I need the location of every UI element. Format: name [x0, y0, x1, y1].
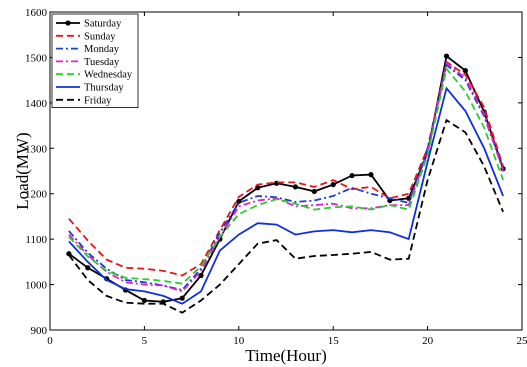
y-tick-label: 1100 — [25, 234, 47, 246]
legend-label: Friday — [84, 95, 112, 106]
data-point — [85, 265, 91, 271]
y-tick-label: 1300 — [25, 143, 48, 155]
y-tick-label: 900 — [31, 325, 48, 337]
data-point — [236, 198, 242, 205]
legend-label: Thursday — [84, 83, 124, 94]
legend-item: Tuesday — [56, 57, 120, 68]
legend-label: Monday — [84, 44, 120, 55]
series-line — [68, 118, 504, 314]
legend-item: Monday — [56, 44, 120, 55]
legend-label: Sunday — [84, 31, 116, 42]
series-line — [68, 61, 504, 293]
legend-marker — [65, 20, 71, 26]
x-axis-title: Time(Hour) — [245, 346, 327, 365]
data-point — [462, 68, 468, 74]
series-friday — [68, 118, 504, 314]
data-point — [330, 182, 336, 188]
data-point — [66, 251, 72, 257]
legend-item: Sunday — [56, 31, 116, 42]
data-point — [179, 295, 185, 301]
series-tuesday — [68, 61, 504, 293]
series-line — [68, 66, 504, 285]
axis-ticks: 0 5 10 15 20 25 900 1000 1100 1200 1300 1400 1500 160… — [25, 7, 527, 347]
legend-label: Saturday — [84, 19, 122, 30]
x-tick-label: 25 — [517, 335, 527, 347]
x-tick-label: 5 — [142, 335, 148, 347]
data-point — [349, 172, 355, 179]
y-axis-title: Load(MW) — [13, 132, 32, 209]
data-point — [406, 195, 412, 201]
series-lines — [66, 53, 506, 314]
y-tick-label: 1600 — [25, 7, 48, 19]
x-tick-label: 15 — [328, 335, 340, 347]
series-wednesday — [68, 66, 504, 285]
y-tick-label: 1500 — [25, 52, 48, 64]
legend-item: Friday — [56, 95, 112, 106]
series-line — [68, 86, 504, 305]
data-point — [198, 272, 204, 279]
y-tick-label: 1000 — [25, 280, 48, 292]
data-point — [311, 188, 317, 195]
x-tick-label: 20 — [422, 335, 434, 347]
data-point — [443, 53, 450, 59]
x-tick-label: 10 — [233, 335, 245, 347]
data-point — [292, 184, 299, 190]
legend-item: Thursday — [56, 83, 124, 94]
series-thursday — [68, 86, 504, 305]
legend-label: Wednesday — [84, 70, 133, 81]
y-tick-label: 1200 — [25, 189, 48, 201]
data-point — [368, 172, 374, 178]
data-point — [255, 185, 261, 191]
y-tick-label: 1400 — [25, 98, 48, 110]
legend-item: Wednesday — [56, 70, 133, 81]
data-point — [141, 297, 147, 304]
plot-frame — [49, 11, 523, 331]
x-tick-label: 0 — [47, 335, 53, 347]
legend-label: Tuesday — [84, 57, 120, 68]
legend-item: Saturday — [56, 19, 122, 30]
